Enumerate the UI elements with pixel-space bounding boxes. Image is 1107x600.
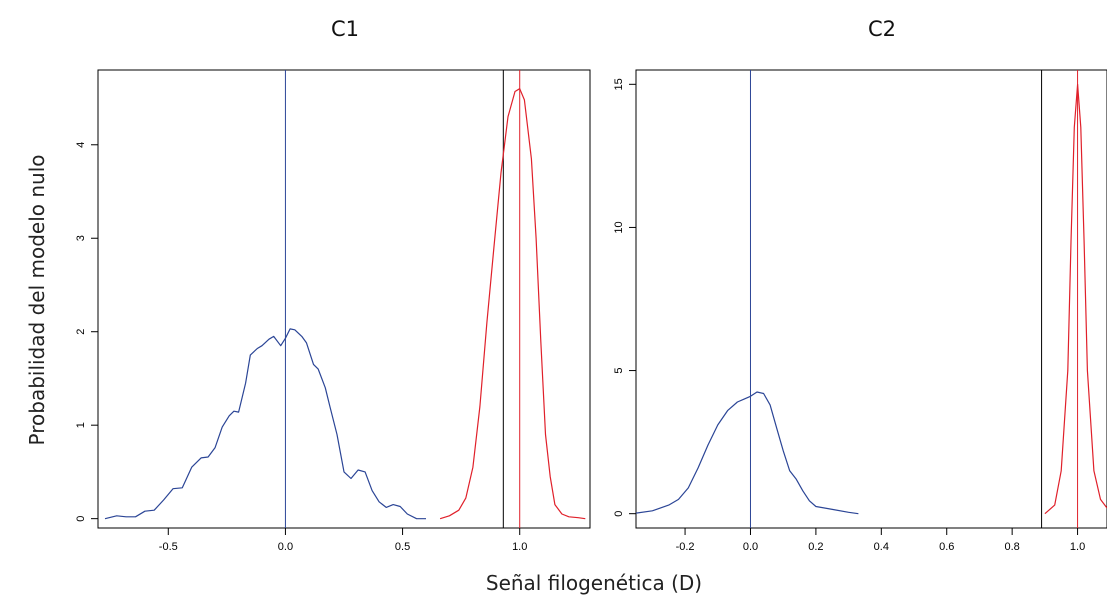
y-tick-label: 0 [75,516,87,522]
x-tick-label: -0.5 [159,541,178,553]
y-axis-label: Probabilidad del modelo nulo [25,155,49,446]
density-curve-red [1044,83,1107,515]
y-tick-label: 1 [75,422,87,428]
x-tick-label: 0.4 [874,541,889,553]
plot-frame [97,69,591,529]
x-tick-label: 1.0 [1070,541,1085,553]
y-tick-label: 2 [75,329,87,335]
x-tick-label: 1.0 [512,541,527,553]
y-tick-label: 15 [613,78,625,90]
panel-title: C2 [868,17,896,41]
y-tick-label: 0 [613,511,625,517]
x-tick-label: 0.0 [278,541,293,553]
x-tick-label: 0.5 [395,541,410,553]
density-curve-red [439,88,586,520]
x-tick-label: 0.8 [1004,541,1019,553]
x-tick-label: 0.0 [743,541,758,553]
y-tick-label: 3 [75,235,87,241]
y-tick-label: 5 [613,368,625,374]
y-tick-label: 10 [613,221,625,233]
y-tick-label: 4 [75,142,87,148]
density-curve-blue [636,391,859,515]
x-tick-label: 0.6 [939,541,954,553]
panel-1: C1 -0.5 0.0 0.5 1.0 0 1 2 3 4 [75,17,591,553]
plot-frame [635,69,1107,529]
x-tick-label: 0.2 [808,541,823,553]
panel-title: C1 [331,17,359,41]
density-curve-blue [104,328,426,520]
panel-2: C2 -0.2 0.0 0.2 0.4 0.6 0.8 1.0 0 5 10 15 [613,17,1107,553]
x-axis-label: Señal filogenética (D) [486,571,702,595]
x-tick-label: -0.2 [676,541,695,553]
